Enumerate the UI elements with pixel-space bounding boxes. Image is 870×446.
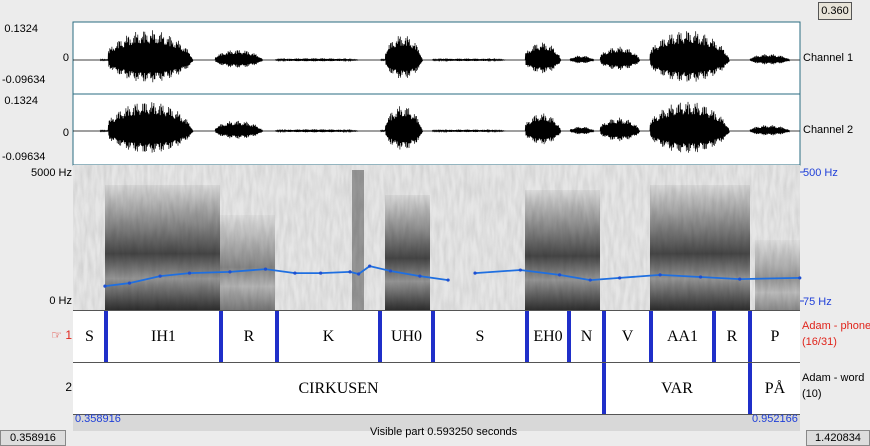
ch1-zero: 0 <box>63 52 69 64</box>
ch2-label: Channel 2 <box>803 124 853 136</box>
boundary[interactable] <box>712 311 716 362</box>
pitch-point <box>446 278 449 281</box>
pointer-icon: ☞ <box>51 328 65 342</box>
pitch-point <box>319 271 322 274</box>
pitch-point <box>418 275 421 278</box>
interval-label[interactable]: V <box>604 311 651 362</box>
interval-label[interactable]: R <box>714 311 750 362</box>
interval-label[interactable]: AA1 <box>651 311 714 362</box>
window-start: 0.358916 <box>75 413 121 425</box>
boundary[interactable] <box>431 311 435 362</box>
ch1-max: 0.1324 <box>4 23 38 35</box>
pitch-point <box>348 270 351 273</box>
tier-1-count: (16/31) <box>802 336 837 348</box>
tier-2-count: (10) <box>802 388 822 400</box>
spectrogram <box>73 165 800 310</box>
boundary[interactable] <box>748 363 752 414</box>
boundary[interactable] <box>748 311 752 362</box>
pitch-point <box>368 264 371 267</box>
visible-part: Visible part 0.593250 seconds <box>370 426 517 438</box>
interval-label[interactable]: PÅ <box>750 363 800 414</box>
interval-label[interactable]: S <box>73 311 106 362</box>
boundary[interactable] <box>104 311 108 362</box>
interval-label[interactable]: R <box>221 311 277 362</box>
ch1-label: Channel 1 <box>803 52 853 64</box>
tier-1-number: ☞ 1 <box>51 328 72 342</box>
pitch-point <box>188 271 191 274</box>
boundary[interactable] <box>567 311 571 362</box>
pitch-point <box>558 273 561 276</box>
interval-label[interactable]: S <box>433 311 527 362</box>
pitch-point <box>389 269 392 272</box>
interval-label[interactable]: VAR <box>604 363 750 414</box>
spec-top: 5000 Hz <box>31 167 72 179</box>
pitch-point <box>618 276 621 279</box>
pitch-point <box>798 276 801 279</box>
tier-2-number: 2 <box>65 380 72 394</box>
boundary[interactable] <box>649 311 653 362</box>
interval-label[interactable]: P <box>750 311 800 362</box>
pitch-tick-label: 75 Hz <box>803 296 832 308</box>
ch2-max: 0.1324 <box>4 95 38 107</box>
interval-label[interactable]: K <box>277 311 380 362</box>
pitch-point <box>357 272 360 275</box>
interval-label[interactable]: UH0 <box>380 311 433 362</box>
boundary[interactable] <box>219 311 223 362</box>
ch2-min: -0.09634 <box>2 151 45 163</box>
pitch-point <box>228 270 231 273</box>
tier-1-name: Adam - phone <box>802 320 870 332</box>
praat-editor: {"header":{"selection_duration":"0.360"}… <box>0 0 870 444</box>
window-end: 0.952166 <box>752 413 798 425</box>
pitch-point <box>589 278 592 281</box>
ch1-min: -0.09634 <box>2 74 45 86</box>
pitch-point <box>473 271 476 274</box>
pitch-point <box>293 271 296 274</box>
boundary[interactable] <box>602 311 606 362</box>
boundary[interactable] <box>275 311 279 362</box>
pitch-point <box>658 273 661 276</box>
interval-label[interactable]: N <box>569 311 604 362</box>
pitch-point <box>738 278 741 281</box>
pitch-point <box>159 275 162 278</box>
pitch-point <box>128 281 131 284</box>
pitch-point <box>519 268 522 271</box>
pitch-point <box>264 268 267 271</box>
ch2-zero: 0 <box>63 127 69 139</box>
pitch-point <box>103 285 106 288</box>
spec-bottom: 0 Hz <box>49 295 72 307</box>
tier-number: 1 <box>65 328 72 342</box>
pitch-point <box>699 275 702 278</box>
pitch-tick-label: 500 Hz <box>803 167 838 179</box>
interval-label[interactable]: IH1 <box>106 311 221 362</box>
boundary[interactable] <box>525 311 529 362</box>
boundary[interactable] <box>602 363 606 414</box>
boundary[interactable] <box>378 311 382 362</box>
interval-label[interactable]: EH0 <box>527 311 569 362</box>
tier-2-name: Adam - word <box>802 372 864 384</box>
interval-label[interactable]: CIRKUSEN <box>73 363 604 414</box>
